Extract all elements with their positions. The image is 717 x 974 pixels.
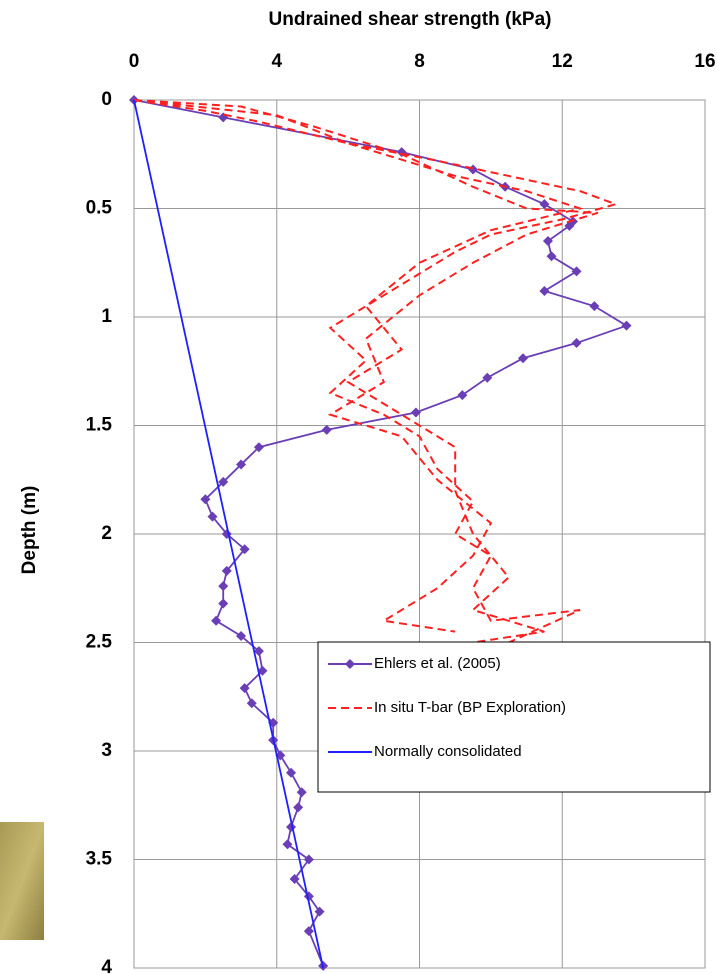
y-tick-label: 4 bbox=[101, 957, 112, 974]
series-line bbox=[133, 99, 325, 969]
legend: Ehlers et al. (2005) In situ T-bar (BP Ex… bbox=[317, 641, 711, 793]
x-tick-label: 0 bbox=[129, 51, 140, 72]
y-tick-label: 3.5 bbox=[86, 849, 113, 870]
legend-label: In situ T-bar (BP Exploration) bbox=[374, 699, 566, 716]
data-point bbox=[236, 459, 247, 470]
data-point bbox=[539, 199, 550, 210]
data-point bbox=[286, 767, 297, 778]
plot-area: 0 4 8 12 16 0 0.5 1 1.5 2 2.5 3 3.5 4 bbox=[86, 51, 716, 974]
data-point bbox=[239, 544, 250, 555]
data-point bbox=[218, 112, 229, 123]
x-tick-label: 16 bbox=[694, 51, 715, 72]
y-tick-label: 3 bbox=[101, 740, 112, 761]
series-line bbox=[133, 99, 620, 644]
photo-fragment bbox=[0, 822, 44, 940]
data-point bbox=[621, 320, 632, 331]
data-point bbox=[468, 164, 479, 175]
data-point bbox=[546, 251, 557, 262]
legend-label: Normally consolidated bbox=[374, 743, 522, 760]
data-point bbox=[200, 494, 211, 505]
data-point bbox=[293, 802, 304, 813]
data-point bbox=[539, 285, 550, 296]
data-point bbox=[482, 372, 493, 383]
data-point bbox=[218, 476, 229, 487]
data-point bbox=[218, 598, 229, 609]
legend-box bbox=[317, 641, 711, 793]
data-point bbox=[211, 615, 222, 626]
data-point bbox=[303, 926, 314, 937]
data-point bbox=[282, 839, 293, 850]
y-tick-label: 0.5 bbox=[86, 198, 113, 219]
y-tick-label: 2.5 bbox=[86, 632, 113, 653]
data-point bbox=[303, 854, 314, 865]
data-point bbox=[257, 665, 268, 676]
y-tick-label: 1.5 bbox=[86, 415, 113, 436]
data-point bbox=[571, 266, 582, 277]
y-tick-label: 2 bbox=[101, 523, 112, 544]
data-point bbox=[457, 390, 468, 401]
x-tick-label: 8 bbox=[414, 51, 425, 72]
data-point bbox=[517, 353, 528, 364]
data-point bbox=[296, 787, 307, 798]
data-point bbox=[314, 906, 325, 917]
data-point bbox=[207, 511, 218, 522]
data-point bbox=[239, 683, 250, 694]
y-tick-label: 1 bbox=[101, 306, 112, 327]
data-point bbox=[289, 874, 300, 885]
data-point bbox=[253, 646, 264, 657]
data-point bbox=[253, 442, 264, 453]
x-tick-label: 4 bbox=[271, 51, 282, 72]
data-point bbox=[246, 698, 257, 709]
x-tick-label: 12 bbox=[552, 51, 573, 72]
legend-label: Ehlers et al. (2005) bbox=[374, 655, 501, 672]
y-tick-label: 0 bbox=[101, 89, 112, 110]
data-point bbox=[236, 630, 247, 641]
data-point bbox=[589, 301, 600, 312]
data-point bbox=[564, 220, 575, 231]
legend-marker bbox=[345, 659, 355, 669]
data-point bbox=[542, 236, 553, 247]
data-point bbox=[321, 424, 332, 435]
data-point bbox=[221, 565, 232, 576]
data-point bbox=[218, 581, 229, 592]
series-line bbox=[133, 99, 629, 967]
data-point bbox=[571, 338, 582, 349]
chart-title: Undrained shear strength (kPa) bbox=[269, 9, 552, 30]
data-point bbox=[410, 407, 421, 418]
y-axis-label: Depth (m) bbox=[19, 486, 40, 575]
